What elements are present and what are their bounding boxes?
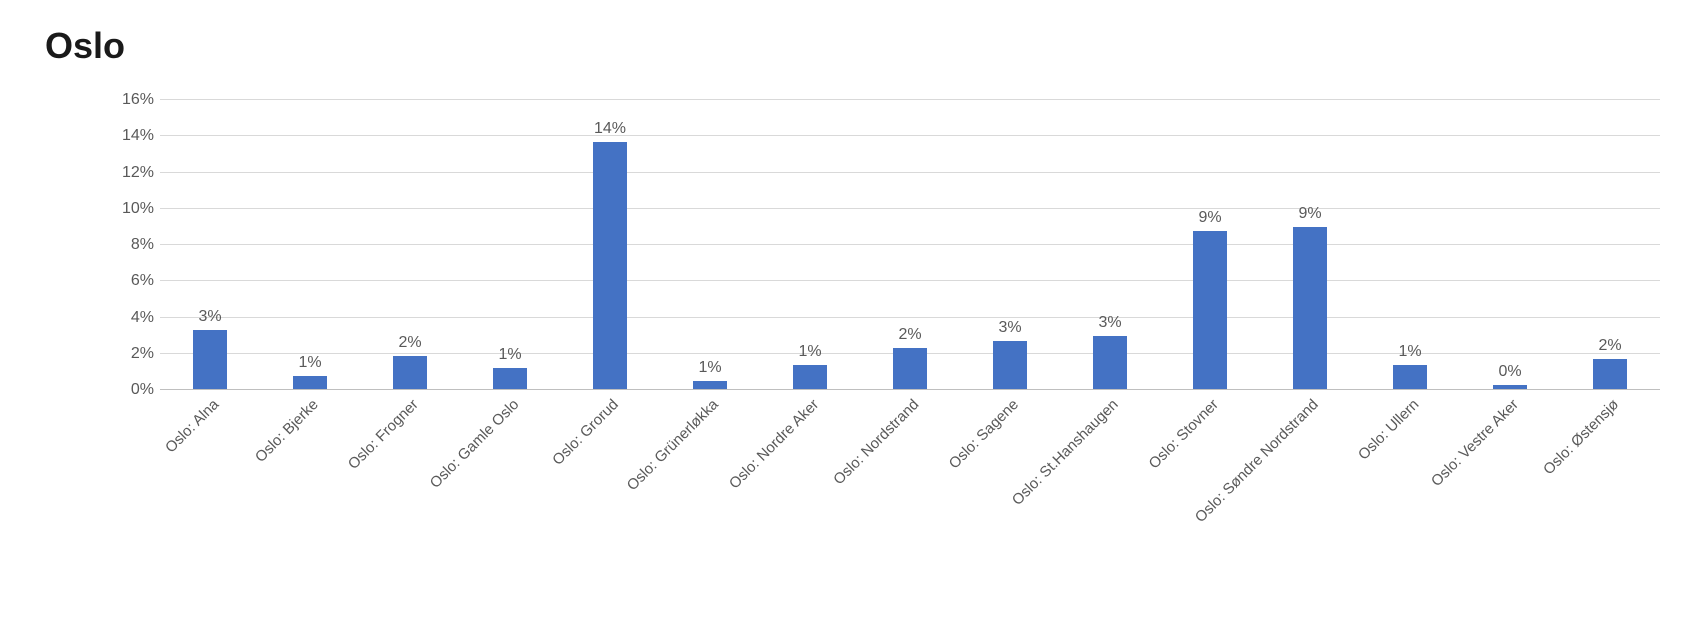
x-tick-label: Oslo: Frogner xyxy=(345,396,422,473)
y-tick-label: 14% xyxy=(122,127,154,145)
y-tick-label: 16% xyxy=(122,91,154,109)
bar-value-label: 2% xyxy=(1598,337,1621,355)
chart-container: Oslo 0% 2% 4% 6% 8% 10% 12% 14% 16% 3% 1% 2% 1% 14% 1… xyxy=(0,0,1691,629)
y-axis: 0%2%4%6%8%10%12%14%16% xyxy=(100,100,160,390)
bar-slot: 1% xyxy=(1360,100,1460,390)
bar-value-label: 1% xyxy=(698,359,721,377)
x-tick-label: Oslo: Nordstrand xyxy=(830,396,922,488)
y-tick-label: 6% xyxy=(131,272,154,290)
x-tick-label: Oslo: Stovner xyxy=(1146,396,1222,472)
bar-slot: 3% xyxy=(1060,100,1160,390)
bar-value-label: 3% xyxy=(198,308,221,326)
bar-slot: 0% xyxy=(1460,100,1560,390)
y-tick-label: 2% xyxy=(131,345,154,363)
bar: 1% xyxy=(793,365,827,390)
bar: 3% xyxy=(193,330,227,390)
y-tick-label: 0% xyxy=(131,381,154,399)
bar-slot: 2% xyxy=(860,100,960,390)
x-tick-label: Oslo: Østensjø xyxy=(1540,396,1622,478)
bar: 2% xyxy=(1593,359,1627,390)
x-tick-label: Oslo: Grorud xyxy=(549,396,622,469)
bars-area: 3% 1% 2% 1% 14% 1% 1% 2% 3% 3% 9% 9% 1% 0% 2% xyxy=(160,100,1660,390)
bar-value-label: 2% xyxy=(398,334,421,352)
bar-value-label: 3% xyxy=(998,319,1021,337)
y-tick-label: 12% xyxy=(122,164,154,182)
bar: 1% xyxy=(293,376,327,391)
bar-value-label: 1% xyxy=(498,346,521,364)
x-tick-label: Oslo: Vestre Aker xyxy=(1428,396,1522,490)
bar: 1% xyxy=(1393,365,1427,390)
bar-slot: 2% xyxy=(1560,100,1660,390)
bar-slot: 9% xyxy=(1160,100,1260,390)
bar-value-label: 9% xyxy=(1298,205,1321,223)
bar: 1% xyxy=(493,368,527,390)
bar: 9% xyxy=(1193,231,1227,391)
bar-value-label: 1% xyxy=(798,343,821,361)
bar-value-label: 3% xyxy=(1098,314,1121,332)
bar-value-label: 0% xyxy=(1498,363,1521,381)
x-tick-label: Oslo: Ullern xyxy=(1355,396,1422,463)
bar-slot: 9% xyxy=(1260,100,1360,390)
bar: 3% xyxy=(1093,336,1127,390)
bar: 9% xyxy=(1293,227,1327,390)
bar-slot: 1% xyxy=(760,100,860,390)
bar-slot: 1% xyxy=(260,100,360,390)
bar-value-label: 9% xyxy=(1198,209,1221,227)
page-title: Oslo xyxy=(45,25,1651,67)
bar-value-label: 1% xyxy=(298,354,321,372)
bar-value-label: 14% xyxy=(594,120,626,138)
y-tick-label: 8% xyxy=(131,236,154,254)
x-tick-label: Oslo: Gamle Oslo xyxy=(426,396,522,492)
x-tick-label: Oslo: Sagene xyxy=(946,396,1022,472)
x-tick-label: Oslo: Grünerløkka xyxy=(624,396,722,494)
bar-slot: 3% xyxy=(960,100,1060,390)
x-tick-label: Oslo: Bjerke xyxy=(252,396,322,466)
bar: 3% xyxy=(993,341,1027,390)
bar-slot: 1% xyxy=(460,100,560,390)
x-tick-label: Oslo: Nordre Aker xyxy=(726,396,822,492)
x-tick-label: Oslo: St.Hanshaugen xyxy=(1009,396,1122,509)
y-tick-label: 4% xyxy=(131,309,154,327)
bar-value-label: 1% xyxy=(1398,343,1421,361)
bar-chart: 0%2%4%6%8%10%12%14%16% 3%1%2%1%14%1%1%2%… xyxy=(160,100,1660,390)
bar: 2% xyxy=(393,356,427,390)
y-tick-label: 10% xyxy=(122,200,154,218)
bar-slot: 3% xyxy=(160,100,260,390)
bar: 14% xyxy=(593,142,627,390)
bar-slot: 14% xyxy=(560,100,660,390)
bar-slot: 1% xyxy=(660,100,760,390)
bar-slot: 2% xyxy=(360,100,460,390)
x-tick-label: Oslo: Alna xyxy=(162,396,222,456)
bar-value-label: 2% xyxy=(898,326,921,344)
bar: 2% xyxy=(893,348,927,390)
x-axis-baseline xyxy=(160,389,1660,390)
